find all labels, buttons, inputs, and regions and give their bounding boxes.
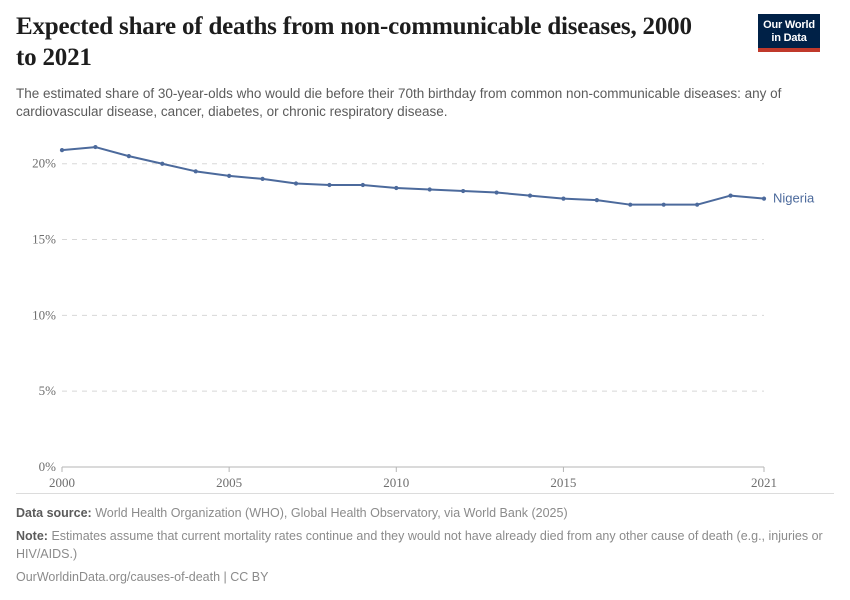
- line-chart[interactable]: 0% 5% 10% 15% 20% 2000 2005 2010 2015 2021 Niger…: [16, 127, 834, 507]
- chart-footer: Data source: World Health Organization (…: [16, 492, 834, 587]
- chart-x-axis: [61, 467, 765, 473]
- data-point-marker[interactable]: [160, 162, 165, 167]
- chart-series-end-labels[interactable]: Nigeria: [773, 191, 815, 206]
- data-source-label: Data source:: [16, 505, 92, 520]
- logo-line-2: in Data: [771, 31, 807, 44]
- chart-y-tick-labels: 0% 5% 10% 15% 20%: [32, 156, 56, 474]
- chart-header: Expected share of deaths from non-commun…: [16, 0, 834, 121]
- our-world-in-data-logo[interactable]: Our World in Data: [758, 14, 820, 53]
- y-tick-label: 0%: [39, 459, 57, 474]
- note-text: Estimates assume that current mortality …: [16, 528, 823, 561]
- data-source-text: World Health Organization (WHO), Global …: [95, 505, 568, 520]
- data-point-marker[interactable]: [327, 183, 332, 188]
- note-label: Note:: [16, 528, 48, 543]
- data-point-marker[interactable]: [594, 198, 599, 203]
- data-point-marker[interactable]: [527, 193, 533, 199]
- x-tick-label: 2021: [751, 475, 777, 490]
- data-point-marker[interactable]: [260, 177, 265, 182]
- data-point-marker[interactable]: [728, 193, 733, 199]
- data-point-marker[interactable]: [695, 203, 700, 208]
- data-point-marker[interactable]: [93, 145, 98, 150]
- x-tick-label: 2015: [550, 475, 576, 490]
- chart-x-tick-labels: 2000 2005 2010 2015 2021: [49, 475, 777, 490]
- series-line-nigeria[interactable]: [61, 146, 765, 207]
- data-point-marker[interactable]: [761, 196, 767, 202]
- y-tick-label: 15%: [32, 232, 56, 247]
- x-tick-label: 2000: [49, 475, 75, 490]
- data-point-marker[interactable]: [628, 203, 633, 208]
- data-source-line: Data source: World Health Organization (…: [16, 504, 834, 522]
- data-point-marker[interactable]: [227, 174, 232, 179]
- footer-link[interactable]: OurWorldinData.org/causes-of-death | CC …: [16, 569, 269, 584]
- data-point-marker[interactable]: [561, 196, 566, 202]
- x-tick-label: 2010: [383, 475, 409, 490]
- data-point-marker[interactable]: [661, 203, 666, 208]
- note-line: Note: Estimates assume that current mort…: [16, 527, 834, 563]
- series-label-nigeria[interactable]: Nigeria: [773, 191, 815, 206]
- data-point-marker[interactable]: [293, 181, 299, 186]
- y-tick-label: 5%: [39, 384, 57, 399]
- y-tick-label: 20%: [32, 156, 56, 171]
- x-tick-label: 2005: [216, 475, 242, 490]
- chart-series-group[interactable]: [59, 145, 767, 208]
- data-point-marker[interactable]: [494, 190, 499, 196]
- data-point-marker[interactable]: [427, 187, 432, 193]
- chart-subtitle: The estimated share of 30-year-olds who …: [16, 86, 782, 120]
- data-point-marker[interactable]: [126, 154, 131, 159]
- chart-canvas: 0% 5% 10% 15% 20% 2000 2005 2010 2015 2021 Niger…: [32, 145, 815, 490]
- page-title: Expected share of deaths from non-commun…: [16, 13, 692, 71]
- logo-line-1: Our World: [763, 19, 815, 31]
- data-point-marker[interactable]: [59, 148, 65, 153]
- data-point-marker[interactable]: [360, 183, 365, 188]
- chart-gridlines: [62, 163, 764, 468]
- y-tick-label: 10%: [32, 308, 56, 323]
- data-point-marker[interactable]: [394, 186, 399, 191]
- data-point-marker[interactable]: [193, 169, 198, 174]
- data-point-marker[interactable]: [461, 189, 466, 194]
